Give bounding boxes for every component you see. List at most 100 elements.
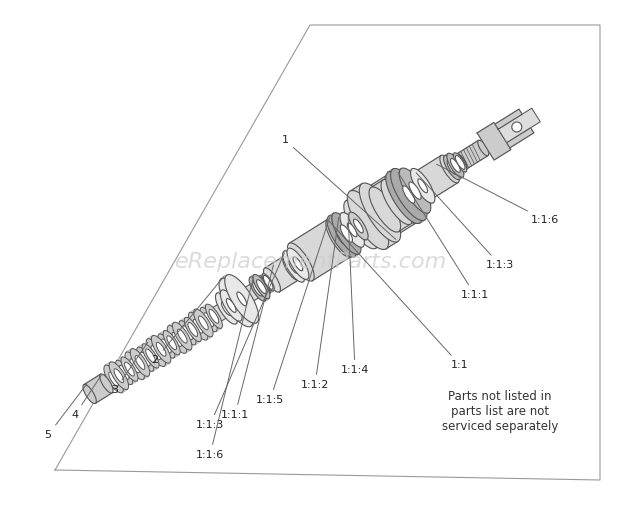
- Ellipse shape: [283, 251, 304, 282]
- Ellipse shape: [200, 307, 217, 332]
- Polygon shape: [260, 274, 273, 293]
- Ellipse shape: [257, 280, 267, 293]
- Ellipse shape: [447, 160, 457, 174]
- Polygon shape: [388, 169, 425, 223]
- Polygon shape: [457, 140, 488, 169]
- Ellipse shape: [332, 213, 361, 254]
- Text: 1:1:3: 1:1:3: [416, 173, 514, 270]
- Ellipse shape: [386, 172, 422, 224]
- Ellipse shape: [142, 344, 159, 368]
- Text: 1:1:1: 1:1:1: [398, 172, 489, 300]
- Ellipse shape: [447, 153, 464, 177]
- Ellipse shape: [288, 243, 314, 281]
- Ellipse shape: [353, 219, 363, 233]
- Ellipse shape: [83, 384, 96, 403]
- Polygon shape: [445, 154, 463, 179]
- Ellipse shape: [260, 278, 270, 291]
- Polygon shape: [346, 175, 417, 248]
- Ellipse shape: [264, 268, 280, 292]
- Ellipse shape: [348, 212, 368, 240]
- Ellipse shape: [109, 362, 128, 390]
- Ellipse shape: [221, 302, 231, 316]
- Ellipse shape: [452, 158, 462, 172]
- Polygon shape: [371, 180, 410, 231]
- Ellipse shape: [100, 374, 113, 393]
- Ellipse shape: [414, 172, 433, 199]
- Polygon shape: [180, 318, 200, 345]
- Ellipse shape: [335, 228, 348, 245]
- Polygon shape: [408, 169, 433, 206]
- Ellipse shape: [398, 189, 410, 206]
- Ellipse shape: [450, 155, 464, 174]
- Ellipse shape: [158, 334, 175, 358]
- Ellipse shape: [350, 222, 360, 235]
- Polygon shape: [202, 304, 221, 332]
- Text: 1:1:1: 1:1:1: [221, 265, 273, 420]
- Ellipse shape: [456, 154, 467, 169]
- Ellipse shape: [140, 352, 150, 366]
- Ellipse shape: [116, 360, 133, 384]
- Ellipse shape: [177, 329, 187, 343]
- Ellipse shape: [130, 348, 149, 376]
- Polygon shape: [138, 344, 158, 371]
- Ellipse shape: [409, 182, 421, 199]
- Ellipse shape: [226, 299, 236, 313]
- Polygon shape: [84, 374, 112, 403]
- Polygon shape: [346, 212, 367, 242]
- Ellipse shape: [455, 155, 465, 169]
- Polygon shape: [451, 153, 466, 174]
- Circle shape: [512, 122, 522, 132]
- Ellipse shape: [399, 168, 431, 213]
- Ellipse shape: [414, 181, 423, 195]
- Polygon shape: [289, 219, 351, 281]
- Ellipse shape: [216, 293, 237, 324]
- Ellipse shape: [130, 359, 140, 373]
- Polygon shape: [159, 331, 179, 358]
- Ellipse shape: [369, 187, 401, 232]
- Polygon shape: [350, 183, 398, 249]
- Ellipse shape: [137, 347, 154, 371]
- Ellipse shape: [184, 317, 202, 342]
- Ellipse shape: [405, 185, 417, 201]
- Text: eReplacementParts.com: eReplacementParts.com: [175, 252, 447, 272]
- Ellipse shape: [225, 274, 259, 323]
- Ellipse shape: [220, 290, 242, 321]
- Ellipse shape: [151, 336, 171, 363]
- Ellipse shape: [188, 313, 208, 340]
- Ellipse shape: [172, 322, 192, 350]
- Ellipse shape: [264, 276, 273, 289]
- Text: 1:1:4: 1:1:4: [341, 216, 369, 375]
- Polygon shape: [415, 155, 458, 199]
- Ellipse shape: [406, 171, 430, 206]
- Ellipse shape: [162, 339, 171, 353]
- Text: 1:1: 1:1: [329, 222, 469, 370]
- Ellipse shape: [151, 345, 161, 360]
- Ellipse shape: [453, 153, 467, 172]
- Polygon shape: [126, 349, 148, 379]
- Polygon shape: [284, 249, 308, 282]
- Ellipse shape: [125, 362, 135, 376]
- Ellipse shape: [104, 365, 123, 393]
- Ellipse shape: [125, 352, 144, 380]
- Text: Parts not listed in
parts list are not
serviced separately: Parts not listed in parts list are not s…: [442, 390, 558, 433]
- Ellipse shape: [360, 183, 401, 242]
- Polygon shape: [477, 122, 511, 160]
- Text: 1:1:6: 1:1:6: [196, 278, 254, 460]
- Ellipse shape: [451, 158, 460, 172]
- Polygon shape: [86, 108, 540, 401]
- Ellipse shape: [146, 339, 166, 366]
- Ellipse shape: [119, 365, 129, 379]
- Ellipse shape: [343, 226, 353, 240]
- Polygon shape: [169, 322, 191, 353]
- Ellipse shape: [262, 274, 274, 291]
- Polygon shape: [250, 274, 269, 301]
- Ellipse shape: [205, 304, 223, 328]
- Ellipse shape: [391, 169, 427, 221]
- Ellipse shape: [326, 219, 353, 257]
- Ellipse shape: [440, 155, 459, 183]
- Ellipse shape: [179, 321, 196, 345]
- Ellipse shape: [156, 342, 166, 356]
- Ellipse shape: [193, 309, 213, 337]
- Text: 4: 4: [71, 375, 102, 420]
- Polygon shape: [329, 213, 359, 257]
